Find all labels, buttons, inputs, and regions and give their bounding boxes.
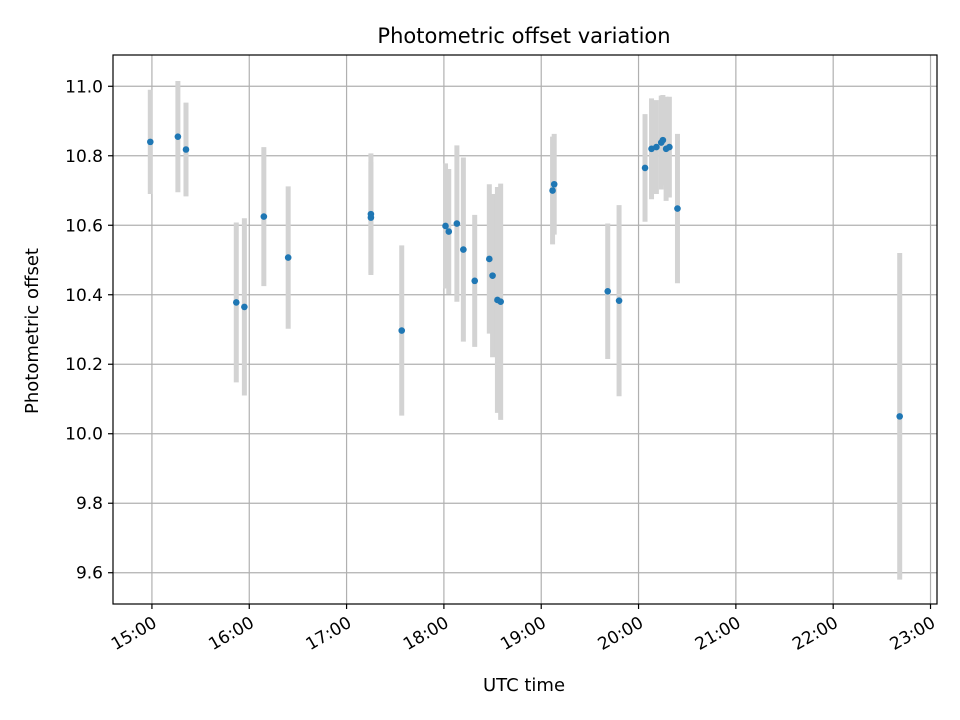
y-tick-label: 10.8	[65, 147, 103, 167]
data-point	[367, 214, 375, 221]
data-point	[182, 146, 190, 153]
data-points	[147, 133, 903, 420]
data-point	[896, 413, 903, 420]
x-axis-label: UTC time	[483, 675, 565, 696]
data-point	[147, 138, 154, 146]
data-point	[486, 255, 493, 263]
data-point	[666, 143, 673, 151]
y-tick-label: 10.2	[65, 355, 103, 375]
data-point	[653, 143, 660, 151]
data-point	[445, 228, 453, 235]
y-axis-label: Photometric offset	[22, 248, 43, 414]
y-tick-label: 10.6	[65, 216, 103, 236]
data-point	[489, 272, 496, 279]
grid-lines	[113, 55, 937, 604]
data-point	[460, 246, 467, 253]
y-tick-label: 10.0	[65, 425, 103, 445]
data-point	[398, 327, 406, 334]
data-point	[641, 164, 649, 172]
data-point	[442, 222, 449, 230]
data-point	[659, 136, 667, 144]
data-point	[497, 298, 504, 306]
chart-title: Photometric offset variation	[377, 24, 670, 48]
data-point	[232, 299, 240, 306]
data-point	[550, 180, 558, 188]
y-tick-label: 10.4	[65, 286, 103, 306]
data-point	[471, 277, 479, 285]
data-point	[260, 213, 268, 220]
data-point	[549, 187, 556, 194]
data-point	[453, 220, 461, 227]
plot-frame	[112, 54, 938, 605]
y-tick-label: 9.6	[76, 564, 103, 584]
data-point	[241, 303, 248, 311]
data-point	[284, 254, 292, 261]
y-tick-label: 11.0	[65, 77, 103, 97]
data-point	[604, 287, 612, 295]
data-point	[674, 205, 681, 212]
data-point	[174, 133, 182, 140]
y-tick-label: 9.8	[76, 494, 103, 514]
data-point	[615, 297, 623, 304]
